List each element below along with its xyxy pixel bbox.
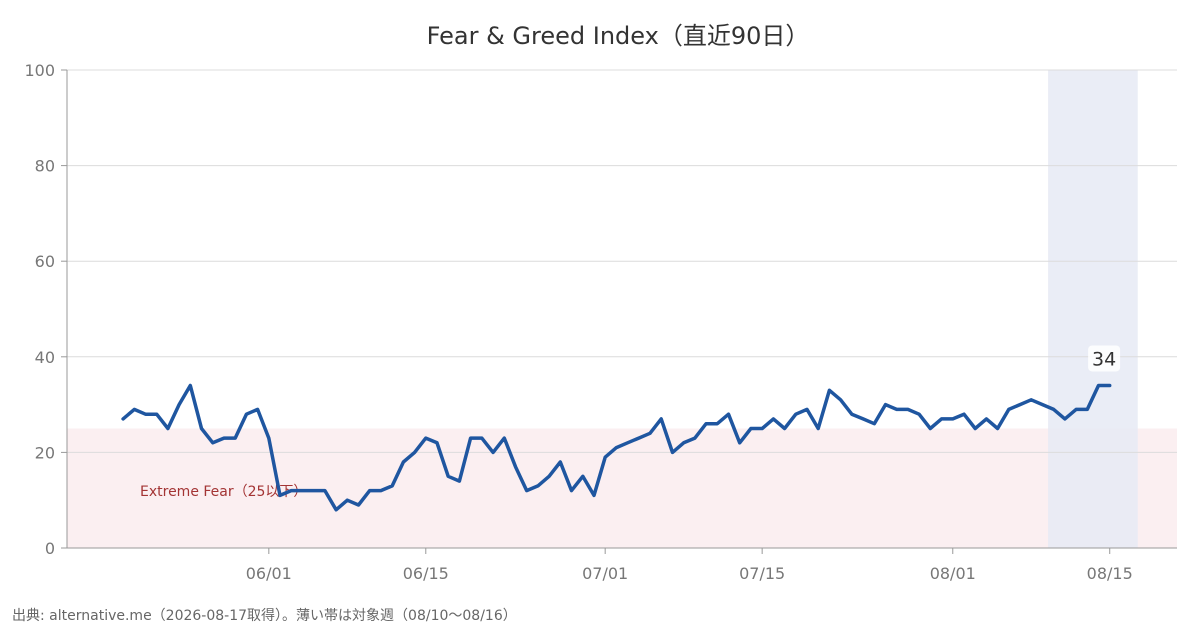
extreme-fear-zone: Extreme Fear（25以下） [67, 428, 1177, 548]
x-axis-ticks: 06/01 06/15 07/01 07/15 08/01 08/15 [246, 548, 1133, 583]
y-tick-label: 100 [24, 61, 55, 80]
y-tick-label: 0 [45, 539, 55, 558]
x-tick-label: 08/01 [930, 564, 976, 583]
y-tick-label: 60 [35, 252, 55, 271]
extreme-fear-label: Extreme Fear（25以下） [140, 484, 307, 500]
series-group: 34 [121, 345, 1121, 512]
x-tick-label: 07/01 [582, 564, 628, 583]
x-tick-label: 06/01 [246, 564, 292, 583]
y-axis-ticks: 0 20 40 60 80 100 [24, 61, 67, 558]
y-tick-label: 20 [35, 443, 55, 462]
last-value-label-bg [1088, 345, 1121, 372]
x-tick-label: 07/15 [739, 564, 785, 583]
x-tick-label: 08/15 [1087, 564, 1133, 583]
y-tick-label: 80 [35, 157, 55, 176]
y-tick-label: 40 [35, 348, 55, 367]
source-note: 出典: alternative.me（2026-08-17取得）。薄い帯は対象週… [12, 607, 517, 624]
x-tick-label: 06/15 [403, 564, 449, 583]
fear-greed-line [121, 383, 1112, 512]
last-value-label: 34 [1092, 348, 1116, 370]
extreme-fear-band [67, 428, 1177, 548]
target-week-highlight [1048, 70, 1138, 548]
chart-title: Fear & Greed Index（直近90日） [427, 22, 810, 50]
